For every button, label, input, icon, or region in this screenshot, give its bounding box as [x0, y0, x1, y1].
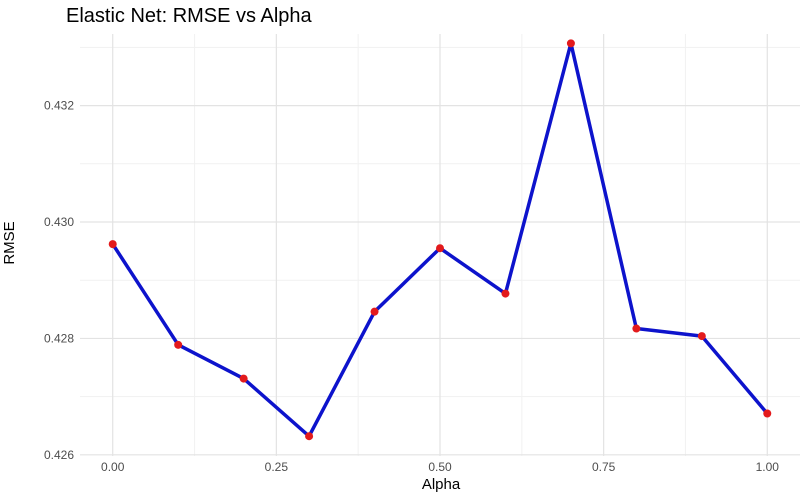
x-tick-label-2: 0.50	[428, 460, 452, 474]
chart-title: Elastic Net: RMSE vs Alpha	[66, 5, 313, 27]
major-gridlines	[80, 34, 800, 456]
y-tick-labels: 0.426 0.428 0.430 0.432	[44, 99, 74, 462]
data-point-7	[566, 39, 575, 48]
y-tick-label-2: 0.430	[44, 215, 74, 229]
x-tick-label-3: 0.75	[592, 460, 616, 474]
y-tick-label-3: 0.432	[44, 99, 74, 113]
y-axis-label: RMSE	[1, 221, 18, 264]
x-tick-label-0: 0.00	[101, 460, 125, 474]
data-point-10	[763, 409, 772, 418]
data-point-9	[697, 332, 706, 341]
x-tick-label-1: 0.25	[265, 460, 289, 474]
data-point-6	[501, 289, 510, 298]
data-point-3	[305, 432, 314, 441]
series-layer	[108, 39, 772, 441]
data-point-2	[239, 374, 248, 383]
data-point-1	[174, 340, 183, 349]
data-point-5	[436, 244, 444, 253]
x-axis-label: Alpha	[422, 476, 461, 493]
y-tick-label-0: 0.426	[44, 448, 74, 462]
y-tick-label-1: 0.428	[44, 331, 74, 345]
data-point-8	[632, 324, 641, 333]
data-point-4	[370, 307, 379, 316]
x-tick-labels: 0.00 0.25 0.50 0.75 1.00	[101, 460, 779, 474]
data-point-0	[108, 240, 117, 249]
x-tick-label-4: 1.00	[756, 460, 780, 474]
